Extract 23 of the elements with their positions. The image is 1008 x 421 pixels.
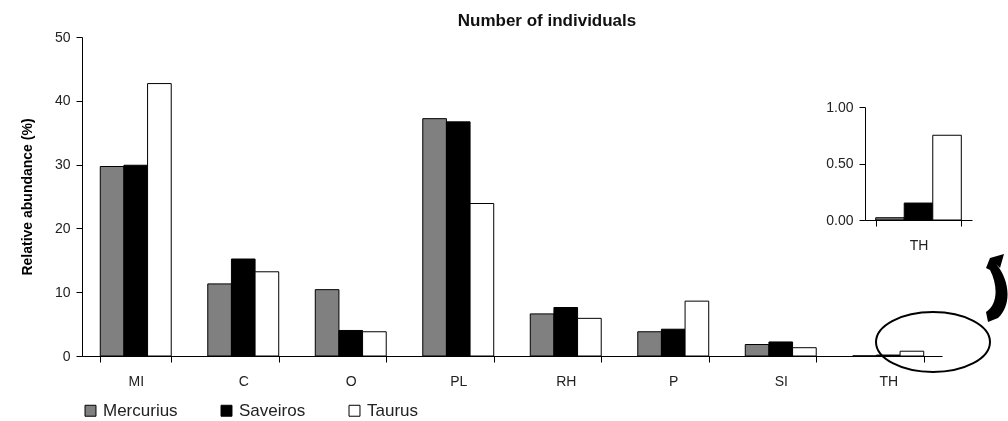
x-tick-label: TH	[909, 236, 929, 253]
y-tick-label: 40	[54, 92, 71, 109]
x-tick-label: C	[238, 372, 249, 389]
x-tick-label: P	[669, 372, 679, 389]
x-tick-label: PL	[450, 372, 468, 389]
y-tick-label: 0.00	[826, 211, 854, 228]
x-tick-label: RH	[556, 372, 577, 389]
y-tick-label: 1.00	[826, 98, 854, 115]
y-tick-label: 0	[62, 347, 71, 364]
x-tick-label: TH	[879, 372, 899, 389]
legend-label: Saveiros	[239, 400, 306, 420]
y-tick-label: 50	[54, 28, 71, 45]
chart-title: Number of individuals	[457, 11, 637, 30]
legend-label: Taurus	[367, 400, 419, 420]
y-tick-label: 0.50	[826, 155, 854, 171]
y-axis-title: Relative abundance (%)	[18, 118, 35, 276]
y-tick-label: 30	[54, 156, 71, 173]
x-tick-label: O	[345, 372, 357, 389]
legend-label: Mercurius	[103, 400, 178, 420]
y-tick-label: 10	[54, 283, 71, 300]
x-tick-label: SI	[774, 372, 788, 389]
x-tick-label: MI	[128, 372, 145, 389]
y-tick-label: 20	[54, 219, 71, 236]
